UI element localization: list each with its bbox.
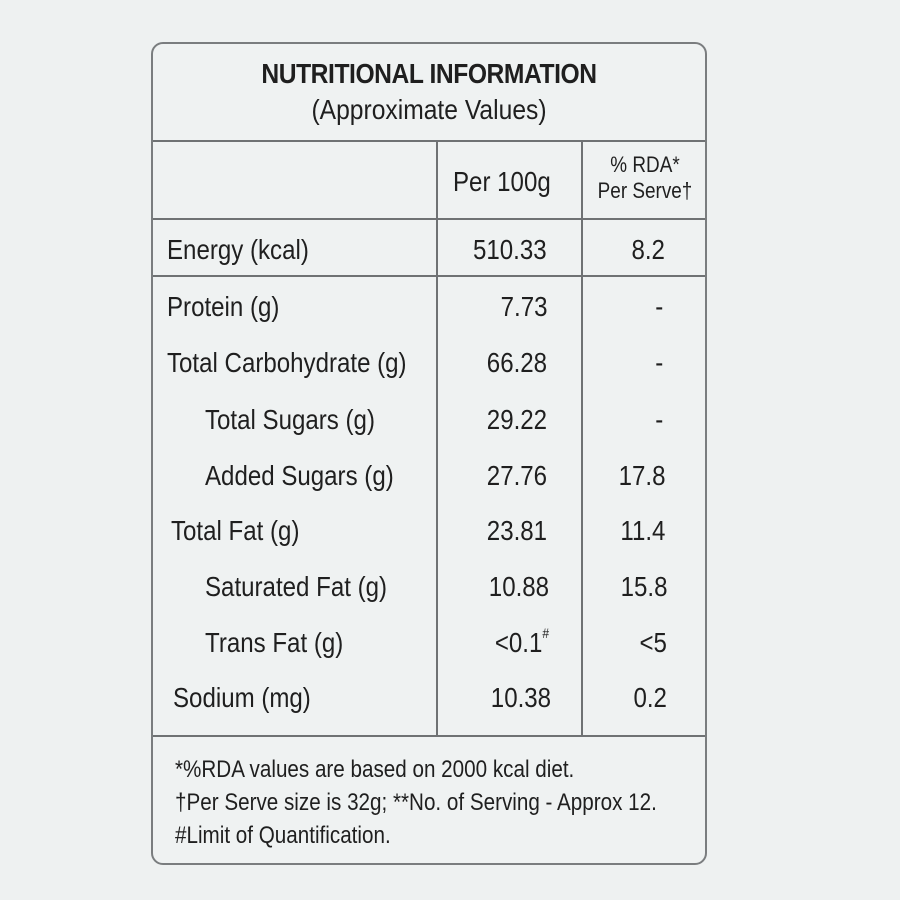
column-divider-1 [436, 140, 438, 737]
nutrient-name: Energy (kcal) [167, 234, 309, 265]
divider-energy [153, 275, 705, 277]
value-per-100g: <0.1# [494, 625, 549, 659]
value-per-100g: 510.33 [473, 234, 547, 265]
label-subtitle: (Approximate Values) [311, 94, 547, 125]
value-rda: 0.2 [633, 682, 667, 713]
divider-header [153, 218, 705, 220]
nutrition-label-panel: NUTRITIONAL INFORMATION (Approximate Val… [151, 42, 707, 865]
nutrient-name: Total Sugars (g) [205, 404, 375, 435]
label-title: NUTRITIONAL INFORMATION [261, 58, 597, 89]
nutrient-name: Total Fat (g) [171, 515, 300, 546]
value-rda: 11.4 [619, 515, 665, 546]
value-rda: 8.2 [631, 234, 665, 265]
value-rda: - [654, 404, 663, 435]
header-rda-line1: % RDA* [610, 152, 680, 177]
divider-table-bottom [153, 735, 705, 737]
value-rda: 17.8 [618, 460, 665, 491]
nutrient-name: Trans Fat (g) [205, 627, 344, 658]
value-rda: <5 [639, 627, 667, 658]
value-per-100g: 27.76 [486, 460, 547, 491]
value-per-100g: 23.81 [486, 515, 547, 546]
nutrient-name: Sodium (mg) [173, 682, 311, 713]
header-rda-line2: Per Serve† [597, 178, 693, 203]
value-per-100g: 29.22 [486, 404, 547, 435]
value-rda: 15.8 [620, 571, 667, 602]
divider-title [153, 140, 705, 142]
value-per-100g: 10.88 [488, 571, 549, 602]
nutrient-name: Protein (g) [167, 291, 280, 322]
footnote-serve: †Per Serve size is 32g; **No. of Serving… [175, 789, 657, 816]
column-divider-2 [581, 140, 583, 737]
value-rda: - [654, 291, 663, 322]
footnote-mark: # [542, 625, 549, 641]
value-per-100g: 10.38 [490, 682, 551, 713]
header-per-100g: Per 100g [453, 166, 551, 197]
value-rda: - [654, 347, 663, 378]
nutrient-name: Saturated Fat (g) [205, 571, 388, 602]
footnote-rda: *%RDA values are based on 2000 kcal diet… [175, 756, 575, 783]
value-per-100g: 7.73 [500, 291, 547, 322]
header-rda: % RDA* Per Serve† [592, 152, 699, 204]
nutrient-name: Total Carbohydrate (g) [167, 347, 407, 378]
value-text: <0.1 [494, 627, 543, 658]
footnote-loq: #Limit of Quantification. [175, 822, 391, 849]
nutrient-name: Added Sugars (g) [205, 460, 394, 491]
value-per-100g: 66.28 [486, 347, 547, 378]
